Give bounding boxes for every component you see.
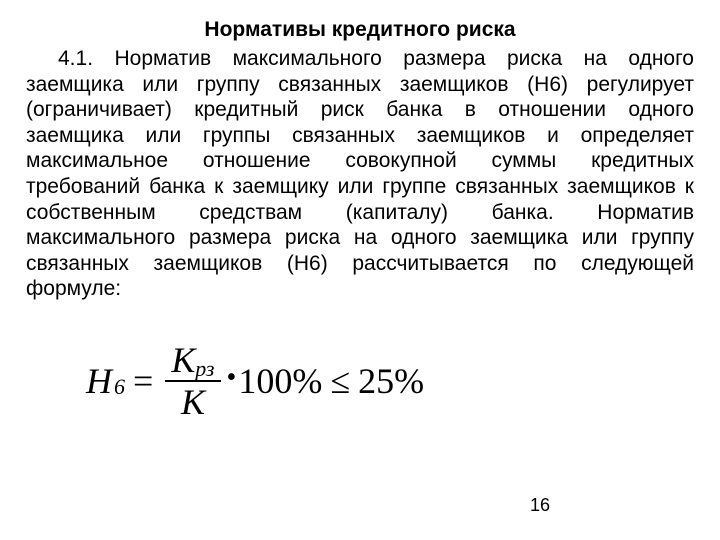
formula-lhs-sub: 6 — [114, 374, 125, 400]
formula-dot: • — [227, 362, 237, 394]
formula-frac-bot-var: К — [181, 382, 205, 422]
formula: Н6 = Крз К • 100% ≤ 25% — [86, 342, 694, 420]
formula-100: 100% — [238, 360, 322, 402]
body-paragraph: 4.1. Норматив максимального размера риск… — [26, 46, 694, 302]
page-number: 16 — [530, 495, 550, 516]
formula-frac-top-var: К — [171, 340, 195, 380]
formula-lhs-var: Н — [86, 360, 112, 402]
formula-fraction: Крз К — [165, 342, 220, 420]
page-title: Нормативы кредитного риска — [26, 18, 694, 42]
formula-fraction-top: Крз — [165, 342, 220, 382]
formula-fraction-bot: К — [181, 382, 205, 420]
formula-rhs: 25% — [358, 360, 424, 402]
formula-equals: = — [133, 360, 153, 402]
formula-frac-top-sub: рз — [195, 356, 214, 381]
formula-leq: ≤ — [330, 360, 350, 402]
